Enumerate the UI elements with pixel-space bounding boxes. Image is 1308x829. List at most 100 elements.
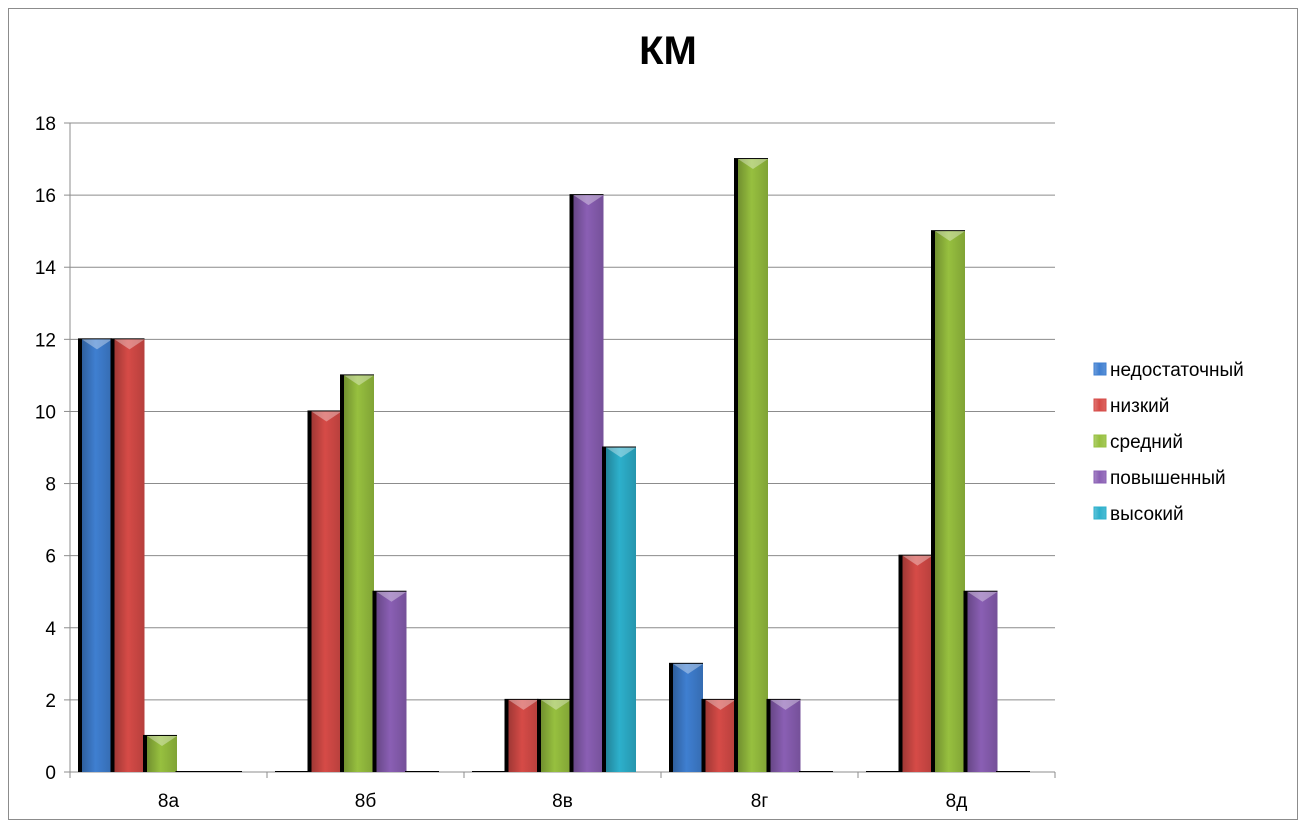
bars (78, 158, 1030, 773)
bar (307, 410, 342, 772)
bar-bevel (344, 375, 374, 386)
legend-item: средний (1093, 432, 1183, 453)
bar-fill (114, 339, 145, 772)
x-tick-label: 8в (552, 791, 573, 812)
bar (372, 590, 407, 772)
bar-fill (673, 663, 703, 772)
bar (504, 698, 539, 772)
bar-shadow (275, 771, 309, 772)
bar-fill (935, 231, 965, 772)
bar-fill (705, 699, 736, 772)
bar-bevel (573, 195, 604, 206)
bar-shadow (996, 771, 1030, 772)
bar (208, 771, 242, 772)
bar-bevel (673, 663, 703, 674)
bar-bevel (376, 591, 407, 602)
legend-swatch (1093, 362, 1107, 376)
bar (866, 771, 900, 772)
bar-shadow (175, 771, 210, 772)
y-tick-label: 6 (45, 547, 56, 568)
y-tick-label: 14 (35, 258, 57, 279)
x-tick-label: 8д (946, 791, 968, 812)
legend-label: низкий (1110, 396, 1169, 417)
y-tick-label: 8 (45, 475, 56, 496)
bar-bevel (738, 159, 768, 170)
bar (537, 698, 571, 772)
y-tick-label: 18 (35, 114, 56, 135)
bar-bevel (770, 699, 801, 710)
bar (340, 374, 374, 772)
bar (898, 554, 933, 772)
legend-item: недостаточный (1093, 360, 1244, 381)
bar-fill (311, 411, 342, 772)
bar-bevel (606, 447, 636, 458)
bar-fill (82, 339, 112, 772)
bar (669, 662, 703, 772)
legend-item: повышенный (1093, 468, 1226, 489)
bar-shadow (866, 771, 900, 772)
bar-fill (606, 447, 636, 772)
bar (175, 771, 210, 772)
bar (78, 338, 112, 772)
bar (799, 771, 833, 772)
bar-bevel (114, 339, 145, 350)
y-tick-label: 12 (35, 330, 56, 351)
bar-fill (967, 591, 998, 772)
bar-shadow (472, 771, 506, 772)
bar-fill (738, 159, 768, 773)
bar (996, 771, 1030, 772)
legend-swatch (1093, 398, 1107, 412)
legend-label: средний (1110, 432, 1183, 453)
bar-bevel (508, 699, 539, 710)
bar (734, 158, 768, 773)
legend-item: низкий (1093, 396, 1169, 417)
bar (143, 734, 177, 772)
legend-swatch (1093, 506, 1107, 520)
bar (963, 590, 998, 772)
y-tick-label: 10 (35, 402, 56, 423)
bar-fill (376, 591, 407, 772)
bar (602, 446, 636, 772)
bar-fill (770, 699, 801, 772)
bar-bevel (705, 699, 736, 710)
y-tick-label: 16 (35, 186, 56, 207)
bar (931, 230, 965, 772)
chart-frame (8, 8, 1298, 820)
legend-label: недостаточный (1110, 360, 1244, 381)
bar-bevel (311, 411, 342, 422)
x-tick-label: 8б (355, 791, 377, 812)
legend-label: повышенный (1110, 468, 1226, 489)
bar (405, 771, 439, 772)
bar-fill (147, 735, 177, 772)
bar-bevel (935, 231, 965, 242)
bar (701, 698, 736, 772)
bar (569, 194, 604, 773)
bar-bevel (147, 735, 177, 746)
bar-bevel (902, 555, 933, 566)
x-tick-label: 8а (158, 791, 180, 812)
bar-fill (541, 699, 571, 772)
bar (766, 698, 801, 772)
bar-fill (344, 375, 374, 772)
bar (275, 771, 309, 772)
chart-title: КМ (639, 29, 697, 73)
bar-fill (508, 699, 539, 772)
legend-item: высокий (1093, 504, 1184, 525)
legend-swatch (1093, 470, 1107, 484)
y-tick-label: 2 (45, 691, 56, 712)
bar (472, 771, 506, 772)
legend-label: высокий (1110, 504, 1184, 525)
legend-swatch (1093, 434, 1107, 448)
bar-bevel (82, 339, 112, 350)
bar-bevel (967, 591, 998, 602)
bar-bevel (541, 699, 571, 710)
bar-shadow (405, 771, 439, 772)
bar (110, 338, 145, 772)
x-tick-label: 8г (751, 791, 769, 812)
bar-shadow (208, 771, 242, 772)
y-tick-label: 0 (45, 763, 56, 784)
legend: недостаточный низкий средний повышенный высо… (1093, 360, 1244, 525)
y-tick-label: 4 (45, 619, 56, 640)
bar-fill (573, 195, 604, 773)
